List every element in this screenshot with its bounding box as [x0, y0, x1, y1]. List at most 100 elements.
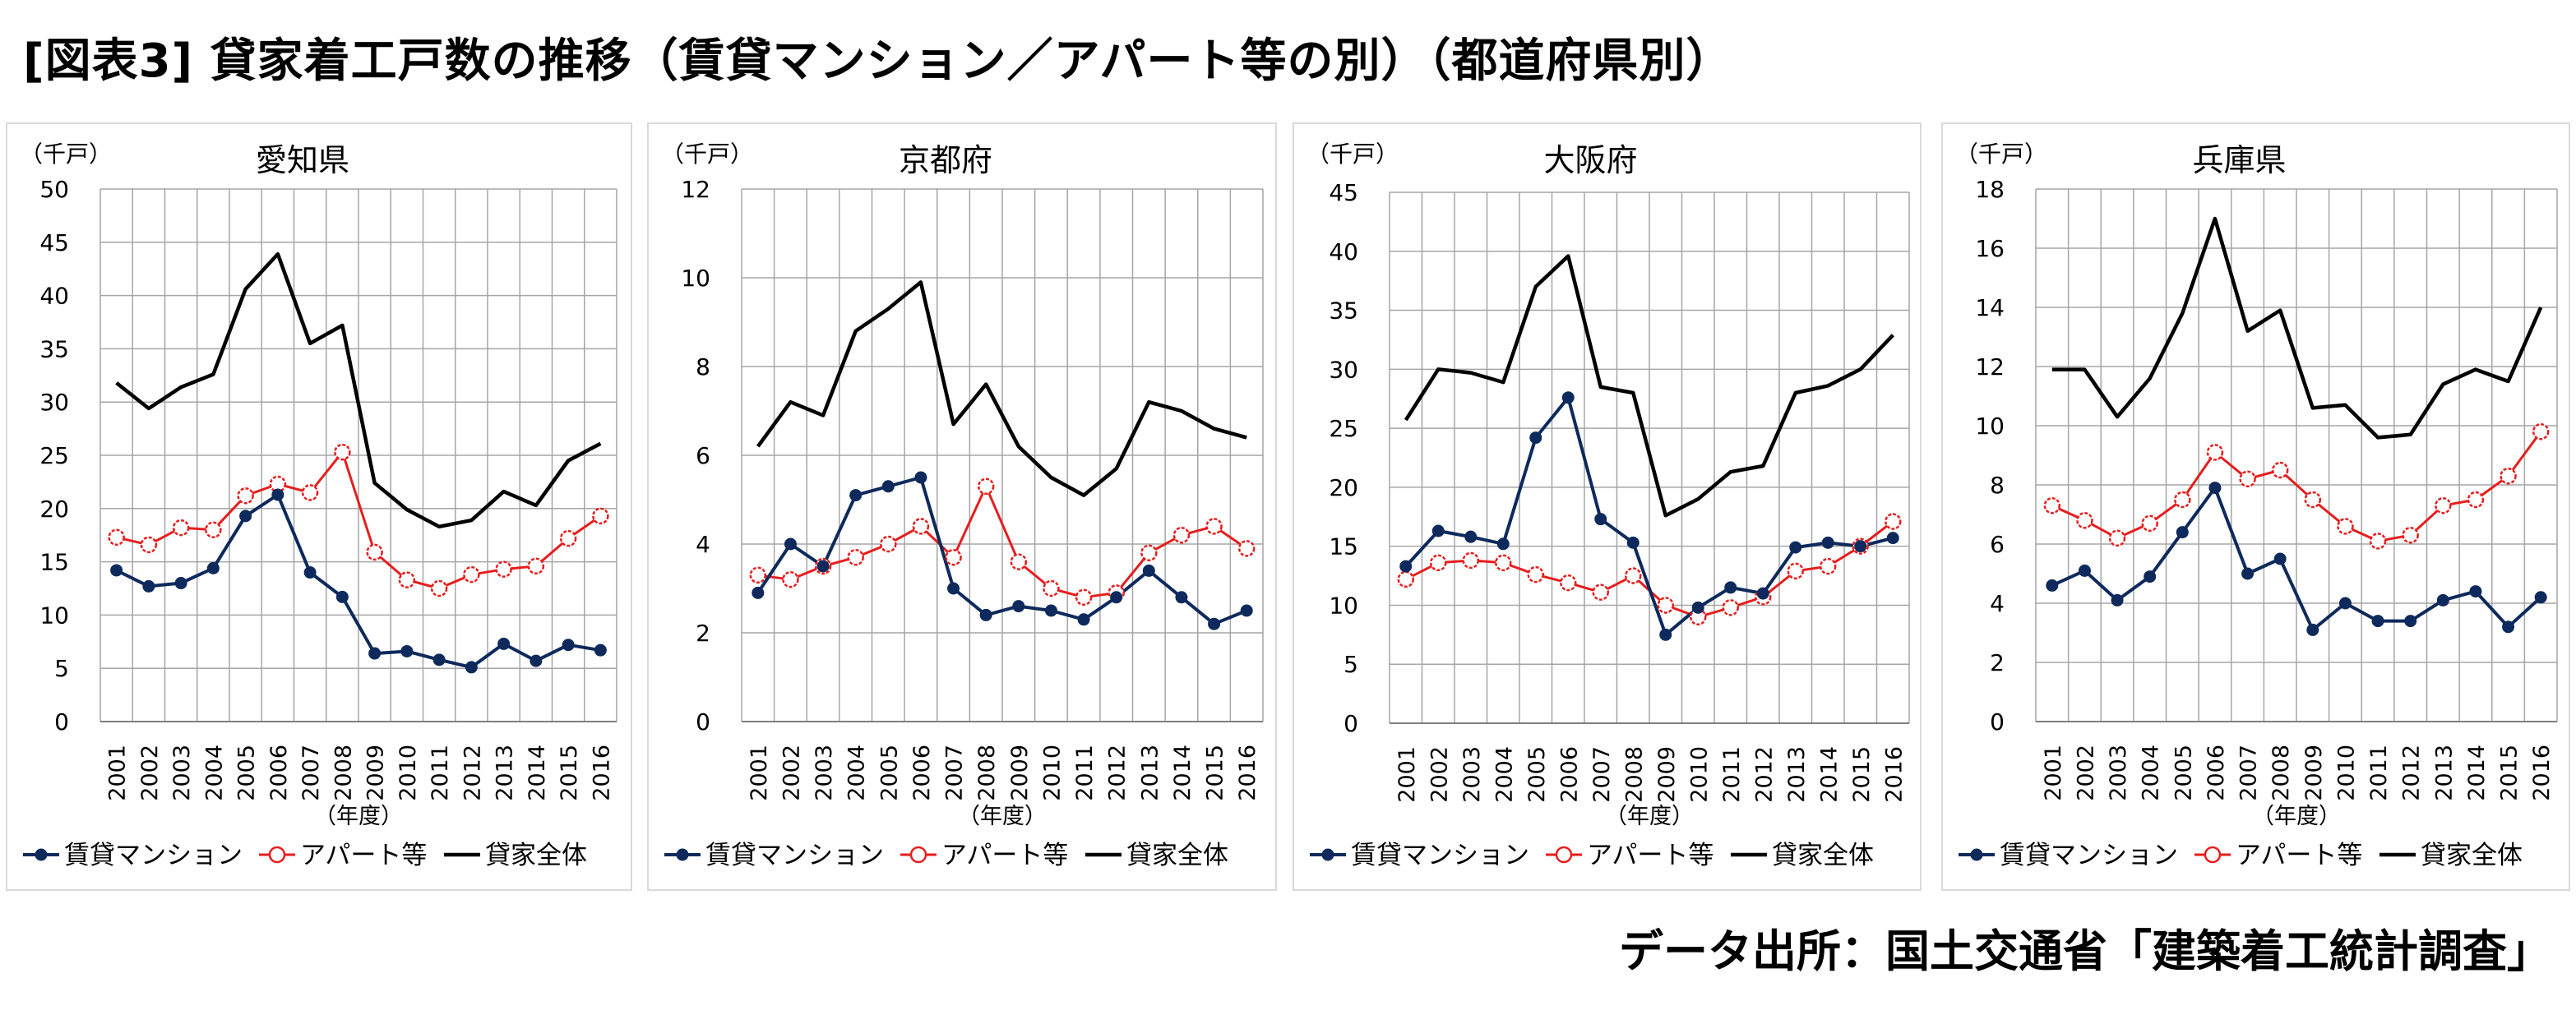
x-tick-label: 2013: [2431, 745, 2457, 801]
legend-marker-mansion: [1321, 848, 1334, 861]
data-point-mansion: [2208, 482, 2222, 495]
data-point-apartment: [2076, 511, 2093, 529]
x-tick-label: 2009: [363, 745, 389, 801]
legend-label-total: 貸家全体: [1772, 841, 1874, 870]
data-point-apartment: [430, 579, 448, 597]
x-tick-label: 2014: [525, 745, 550, 801]
data-point-mansion: [2404, 615, 2417, 628]
chart-panel-1: 0 5 10 15 20 25 30 35 40 45 50 2001 2002 2003 2004 2005…: [6, 122, 632, 891]
legend-label-apartment: アパート等: [2236, 841, 2362, 870]
y-tick-label: 4: [696, 531, 710, 558]
y-tick-label: 6: [1990, 531, 2005, 558]
data-point-apartment: [2435, 496, 2452, 514]
legend-marker-apartment: [268, 846, 286, 864]
series-line-mansion: [2051, 486, 2542, 632]
data-point-mansion: [2338, 597, 2352, 610]
data-point-mansion: [1886, 532, 1899, 545]
data-point-apartment: [140, 536, 158, 554]
x-tick-label: 2004: [201, 745, 227, 801]
data-point-mansion: [303, 566, 317, 579]
data-point-mansion: [1240, 604, 1253, 617]
x-tick-label: 2015: [2497, 745, 2523, 801]
legend-label-total: 貸家全体: [485, 841, 587, 870]
data-point-apartment: [1495, 554, 1512, 572]
data-point-mansion: [1724, 581, 1737, 594]
data-point-mansion: [1561, 391, 1575, 404]
series-line-total: [2051, 216, 2543, 440]
data-point-mansion: [784, 537, 797, 551]
y-axis-unit-label: （千戸）: [1955, 141, 2047, 168]
legend-label-total: 貸家全体: [2421, 841, 2523, 870]
data-point-apartment: [977, 477, 995, 496]
x-tick-label: 2013: [1784, 746, 1810, 803]
data-point-mansion: [368, 647, 382, 660]
data-point-apartment: [1592, 583, 1609, 601]
data-point-mansion: [1208, 617, 1221, 630]
data-point-apartment: [749, 566, 767, 584]
x-tick-label: 2006: [2204, 745, 2229, 801]
x-tick-label: 2015: [557, 745, 582, 801]
y-tick-label: 20: [1329, 474, 1358, 501]
x-axis-label: （年度）: [2252, 804, 2341, 829]
data-point-mansion: [947, 582, 960, 595]
data-point-mansion: [1399, 560, 1413, 573]
x-tick-label: 2008: [2268, 745, 2294, 801]
data-point-mansion: [2469, 585, 2482, 598]
data-point-apartment: [366, 543, 383, 561]
x-tick-label: 2006: [1556, 746, 1582, 803]
data-point-mansion: [271, 488, 284, 501]
data-point-mansion: [2144, 570, 2157, 583]
y-tick-label: 35: [39, 335, 69, 362]
data-point-apartment: [2271, 461, 2289, 479]
y-tick-label: 30: [39, 389, 69, 416]
data-point-apartment: [2304, 491, 2322, 509]
x-tick-label: 2016: [1881, 746, 1907, 803]
x-tick-label: 2002: [2073, 745, 2098, 801]
y-tick-label: 25: [39, 442, 69, 469]
x-tick-label: 2007: [1589, 746, 1615, 803]
y-tick-label: 10: [1329, 592, 1358, 619]
x-axis-label: （年度）: [958, 804, 1047, 829]
data-point-apartment: [1625, 567, 1642, 584]
chart-title: 大阪府: [1543, 142, 1637, 178]
y-tick-label: 25: [1329, 415, 1358, 442]
y-tick-label: 12: [681, 176, 710, 203]
data-point-mansion: [2502, 620, 2515, 634]
data-point-mansion: [174, 577, 187, 590]
x-tick-label: 2010: [2333, 745, 2359, 801]
y-tick-label: 20: [39, 496, 69, 523]
data-point-apartment: [912, 518, 930, 535]
x-tick-label: 2011: [1072, 745, 1098, 801]
data-point-mansion: [816, 560, 830, 573]
y-tick-label: 45: [39, 229, 69, 256]
x-tick-label: 2014: [1816, 746, 1842, 803]
data-point-mansion: [465, 661, 478, 674]
data-point-mansion: [2273, 552, 2287, 565]
x-tick-label: 2006: [266, 745, 292, 801]
legend-label-apartment: アパート等: [300, 841, 427, 870]
x-tick-label: 2001: [1394, 746, 1420, 803]
chart-title: 京都府: [899, 142, 992, 178]
data-point-apartment: [945, 548, 962, 566]
x-tick-label: 2014: [1170, 745, 1196, 801]
data-point-apartment: [1820, 557, 1837, 575]
chart-title: 愛知県: [256, 142, 349, 178]
x-tick-label: 2014: [2464, 745, 2490, 801]
legend-label-mansion: 賃貸マンション: [64, 841, 243, 870]
y-tick-label: 4: [1990, 590, 2005, 617]
data-point-mansion: [400, 644, 414, 657]
data-point-mansion: [2436, 593, 2449, 607]
data-point-mansion: [2534, 591, 2547, 604]
y-tick-label: 15: [39, 549, 69, 576]
data-point-mansion: [881, 480, 895, 493]
x-tick-label: 2005: [1524, 746, 1550, 803]
x-tick-label: 2002: [779, 745, 804, 801]
data-point-mansion: [1012, 600, 1025, 613]
series-line-apartment: [2051, 431, 2542, 542]
y-tick-label: 10: [681, 265, 710, 292]
data-point-apartment: [2532, 422, 2550, 441]
series-line-mansion: [1404, 395, 1894, 637]
data-point-apartment: [1560, 574, 1577, 592]
